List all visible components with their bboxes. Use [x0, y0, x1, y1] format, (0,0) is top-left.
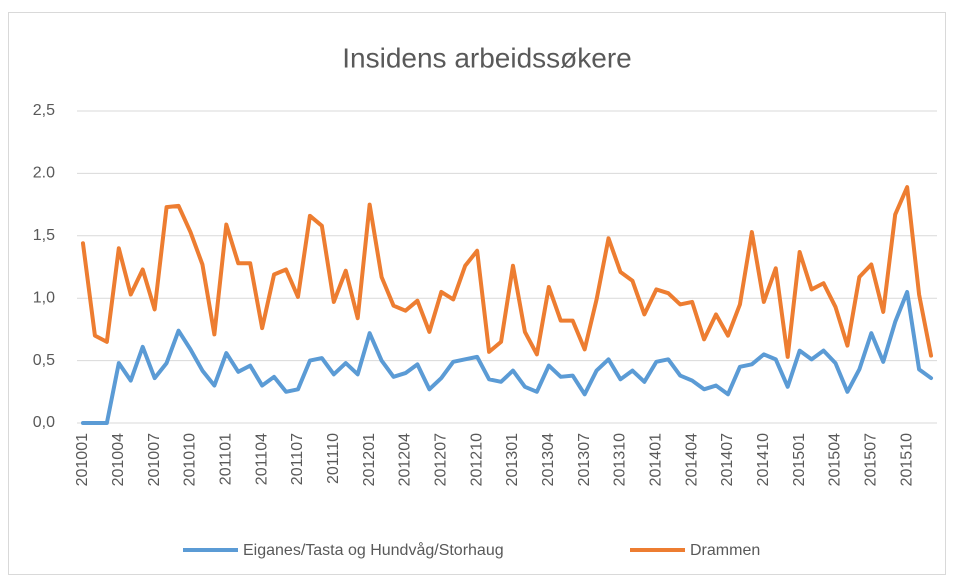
- y-tick-label: 0,5: [33, 352, 55, 369]
- x-tick-label: 201410: [755, 433, 772, 486]
- x-tick-label: 201507: [863, 433, 880, 486]
- x-tick-label: 201101: [218, 433, 235, 485]
- legend-label: Eiganes/Tasta og Hundvåg/Storhaug: [243, 541, 504, 559]
- x-tick-label: 201207: [433, 433, 450, 486]
- x-tick-label: 201010: [182, 433, 199, 486]
- chart-frame: [8, 12, 946, 575]
- series-line: [80, 185, 934, 359]
- x-tick-label: 201104: [253, 433, 270, 485]
- x-tick-label: 201107: [289, 433, 306, 485]
- y-tick-label: 2,5: [33, 102, 55, 119]
- x-tick-label: 201110: [325, 433, 342, 484]
- x-tick-label: 201001: [74, 433, 91, 486]
- y-tick-label: 1,5: [33, 227, 55, 244]
- y-tick-label: 0,0: [33, 414, 55, 431]
- x-tick-label: 201304: [540, 433, 557, 486]
- x-tick-label: 201510: [898, 433, 915, 486]
- legend-label: Drammen: [690, 542, 760, 559]
- x-tick-label: 201401: [648, 433, 665, 486]
- x-tick-label: 201504: [827, 433, 844, 486]
- y-tick-label: 2.0: [33, 165, 55, 182]
- x-tick-label: 201307: [576, 433, 593, 486]
- x-tick-label: 201501: [791, 433, 808, 486]
- chart-title: Insidens arbeidssøkere: [342, 42, 631, 73]
- y-tick-label: 1,0: [33, 289, 55, 306]
- x-tick-label: 201407: [719, 433, 736, 486]
- x-tick-label: 201004: [110, 433, 127, 486]
- x-tick-label: 201310: [612, 433, 629, 486]
- x-tick-label: 201404: [683, 433, 700, 486]
- series-line: [80, 289, 934, 425]
- x-tick-label: 201204: [397, 433, 414, 486]
- x-tick-label: 201210: [468, 433, 485, 486]
- x-tick-label: 201007: [146, 433, 163, 486]
- x-tick-label: 201301: [504, 433, 521, 486]
- x-tick-label: 201201: [361, 433, 378, 486]
